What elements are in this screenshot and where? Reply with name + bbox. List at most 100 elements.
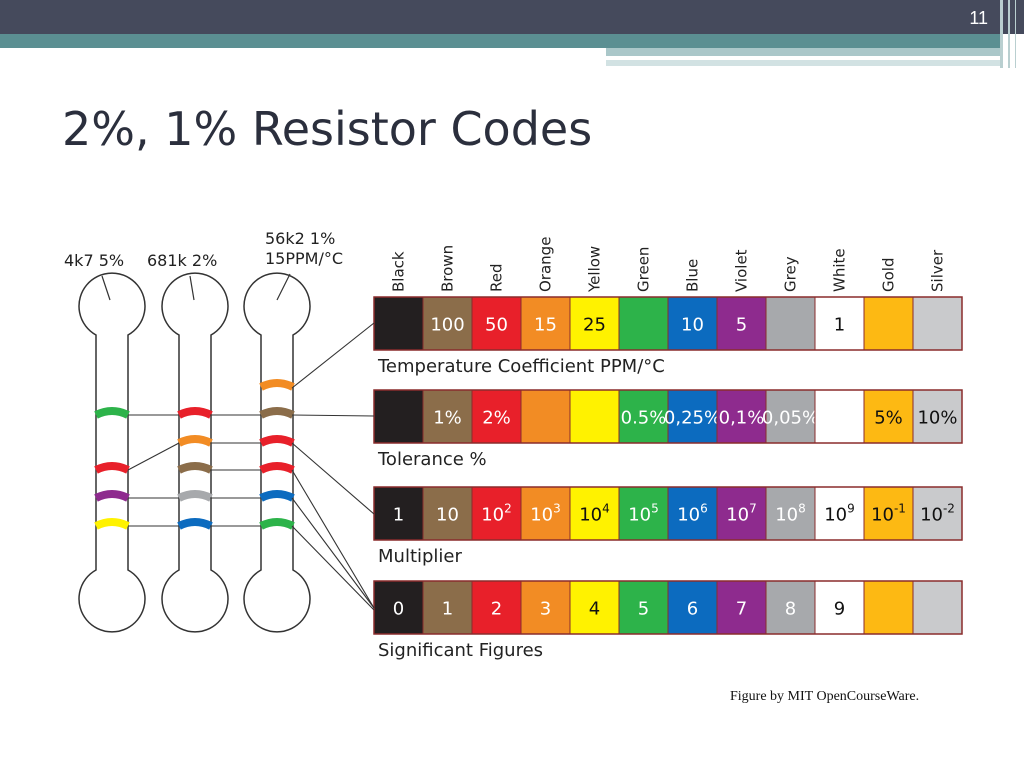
color-name-violet: Violet xyxy=(733,249,751,292)
label-pointer xyxy=(101,275,111,301)
cell-value: 106 xyxy=(677,502,708,526)
connector-line xyxy=(291,497,375,609)
color-name-green: Green xyxy=(635,247,653,292)
label-pointer xyxy=(276,273,291,301)
cell-value: 10-1 xyxy=(871,502,906,526)
cell-white xyxy=(814,486,865,541)
cell-value: 103 xyxy=(530,502,561,526)
cell-value: 2% xyxy=(482,408,511,429)
cell-value: 15 xyxy=(534,315,557,336)
color-name-red: Red xyxy=(488,264,506,293)
cell-value: 9 xyxy=(834,599,845,620)
cell-value: 0 xyxy=(393,599,404,620)
cell-value: 6 xyxy=(687,599,698,620)
cell-value: 10-2 xyxy=(920,502,955,526)
cell-black xyxy=(373,296,424,351)
cell-white xyxy=(814,389,865,444)
resistor-label: 4k7 5% xyxy=(64,251,124,270)
cell-blue xyxy=(667,296,718,351)
cell-silver xyxy=(912,296,963,351)
row-title: Significant Figures xyxy=(378,640,543,661)
cell-value: 10 xyxy=(681,315,704,336)
cell-grey xyxy=(765,296,816,351)
cell-brown xyxy=(422,296,473,351)
accent-bar xyxy=(0,34,1000,48)
color-name-yellow: Yellow xyxy=(586,246,604,293)
row-title: Tolerance % xyxy=(377,449,487,470)
cell-value: 3 xyxy=(540,599,551,620)
cell-value: 100 xyxy=(430,315,464,336)
resistor-band-brown xyxy=(177,462,213,474)
accent-bar-secondary xyxy=(606,48,1000,56)
accent-divider xyxy=(1015,0,1016,68)
resistor-band-blue xyxy=(259,490,295,502)
connector-line xyxy=(291,322,375,389)
cell-red xyxy=(471,296,522,351)
cell-value: 102 xyxy=(481,502,512,526)
cell-value: 10 xyxy=(436,505,459,526)
cell-value: 4 xyxy=(589,599,600,620)
cell-value: 0.5% xyxy=(621,408,667,429)
cell-value: 104 xyxy=(579,502,610,526)
cell-gold xyxy=(863,296,914,351)
cell-blue xyxy=(667,486,718,541)
figure-credit: Figure by MIT OpenCourseWare. xyxy=(730,689,920,704)
resistor-body xyxy=(243,272,311,633)
cell-blue xyxy=(667,389,718,444)
cell-yellow xyxy=(569,296,620,351)
page-number: 11 xyxy=(969,8,988,28)
resistor-band-red xyxy=(259,462,295,474)
cell-value: 0,1% xyxy=(719,408,765,429)
cell-value: 105 xyxy=(628,502,659,526)
cell-orange xyxy=(520,389,571,444)
cell-green xyxy=(618,389,669,444)
top-bar xyxy=(0,0,1024,34)
connector-line xyxy=(291,469,375,609)
cell-value: 1 xyxy=(442,599,453,620)
cell-value: 1 xyxy=(393,505,404,526)
connector-line xyxy=(127,442,180,471)
cell-yellow xyxy=(569,486,620,541)
cell-value: 5 xyxy=(638,599,649,620)
connector-line xyxy=(291,525,375,611)
resistor-label: 15PPM/°C xyxy=(265,249,343,268)
accent-divider xyxy=(1008,0,1010,68)
cell-yellow xyxy=(569,389,620,444)
cell-value: 25 xyxy=(583,315,606,336)
color-name-grey: Grey xyxy=(782,256,800,292)
resistor-band-grey xyxy=(177,490,213,502)
color-name-brown: Brown xyxy=(439,245,457,292)
resistor-band-yellow xyxy=(94,518,130,530)
cell-red xyxy=(471,486,522,541)
color-name-blue: Blue xyxy=(684,259,702,292)
cell-brown xyxy=(422,486,473,541)
row-title: Multiplier xyxy=(378,546,463,567)
cell-green xyxy=(618,296,669,351)
color-name-black: Black xyxy=(390,251,408,292)
cell-value: 2 xyxy=(491,599,502,620)
color-name-orange: Orange xyxy=(537,237,555,292)
accent-divider xyxy=(1000,0,1003,68)
cell-value: 7 xyxy=(736,599,747,620)
cell-black xyxy=(373,580,424,635)
cell-value: 10% xyxy=(917,408,957,429)
cell-value: 50 xyxy=(485,315,508,336)
cell-value: 0,25% xyxy=(664,408,721,429)
resistor-band-blue xyxy=(177,518,213,530)
label-pointer xyxy=(189,275,195,301)
cell-value: 8 xyxy=(785,599,796,620)
cell-orange xyxy=(520,486,571,541)
resistor-band-orange xyxy=(177,435,213,447)
cell-value: 1% xyxy=(433,408,462,429)
color-name-white: White xyxy=(831,248,849,292)
resistor-band-violet xyxy=(94,490,130,502)
resistor-body xyxy=(161,272,229,633)
cell-value: 108 xyxy=(775,502,806,526)
cell-value: 0,05% xyxy=(762,408,819,429)
color-name-gold: Gold xyxy=(880,258,898,293)
connector-line xyxy=(291,414,375,417)
resistor-band-green xyxy=(259,518,295,530)
cell-green xyxy=(618,486,669,541)
resistor-body xyxy=(78,272,146,633)
